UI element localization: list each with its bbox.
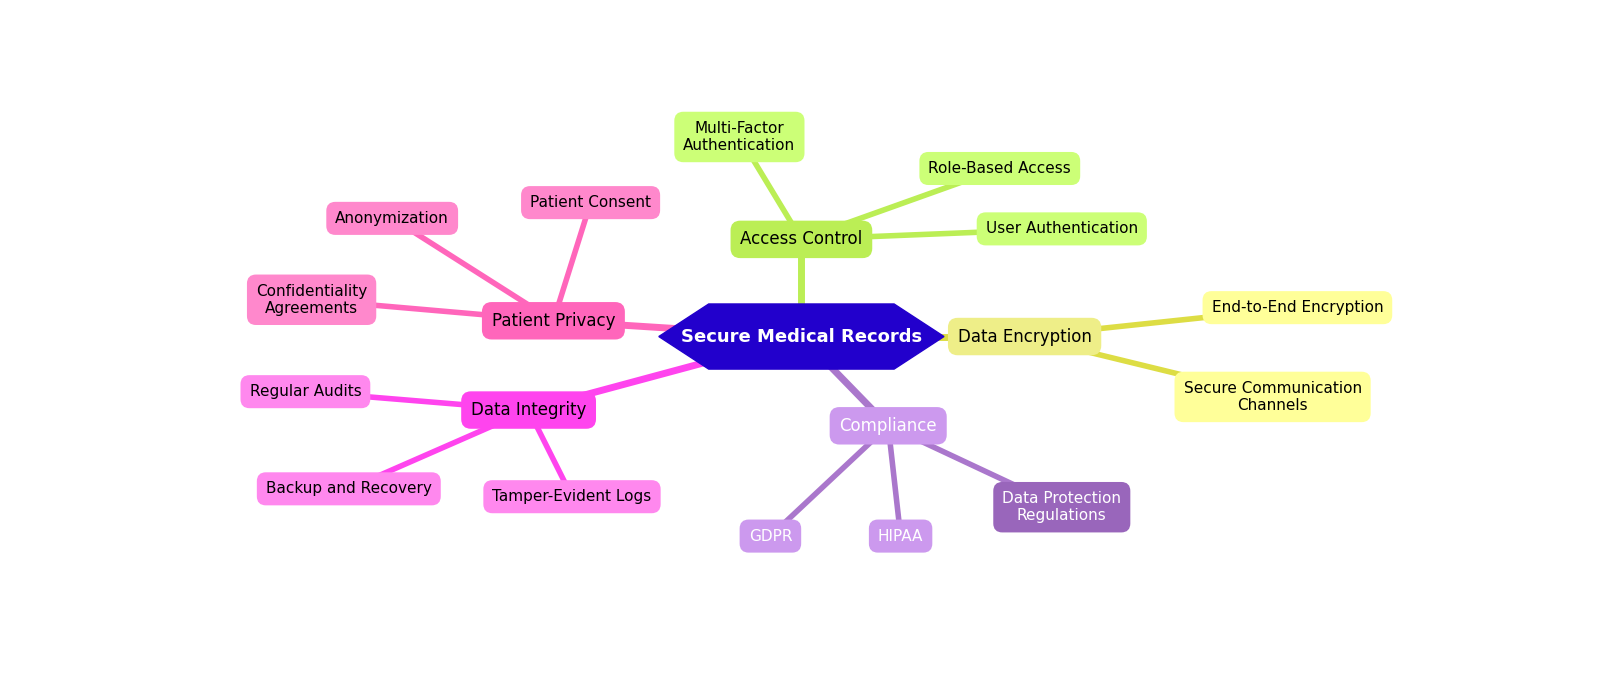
- Text: Data Integrity: Data Integrity: [470, 401, 586, 419]
- Text: End-to-End Encryption: End-to-End Encryption: [1211, 300, 1384, 315]
- Polygon shape: [659, 304, 944, 369]
- Text: Data Protection
Regulations: Data Protection Regulations: [1002, 491, 1122, 523]
- Text: User Authentication: User Authentication: [986, 222, 1138, 237]
- Text: Regular Audits: Regular Audits: [250, 384, 362, 399]
- Text: Backup and Recovery: Backup and Recovery: [266, 481, 432, 496]
- Text: HIPAA: HIPAA: [878, 529, 923, 544]
- Text: Data Encryption: Data Encryption: [958, 327, 1091, 346]
- Text: Tamper-Evident Logs: Tamper-Evident Logs: [493, 489, 651, 504]
- Text: Secure Communication
Channels: Secure Communication Channels: [1184, 381, 1362, 413]
- Text: Patient Consent: Patient Consent: [530, 195, 651, 210]
- Text: Access Control: Access Control: [741, 231, 862, 248]
- Text: Role-Based Access: Role-Based Access: [928, 161, 1070, 176]
- Text: Multi-Factor
Authentication: Multi-Factor Authentication: [683, 121, 795, 153]
- Text: Confidentiality
Agreements: Confidentiality Agreements: [256, 284, 368, 316]
- Text: Patient Privacy: Patient Privacy: [491, 312, 614, 330]
- Text: Secure Medical Records: Secure Medical Records: [682, 327, 922, 346]
- Text: Anonymization: Anonymization: [336, 211, 450, 226]
- Text: GDPR: GDPR: [749, 529, 792, 544]
- Text: Compliance: Compliance: [840, 417, 938, 435]
